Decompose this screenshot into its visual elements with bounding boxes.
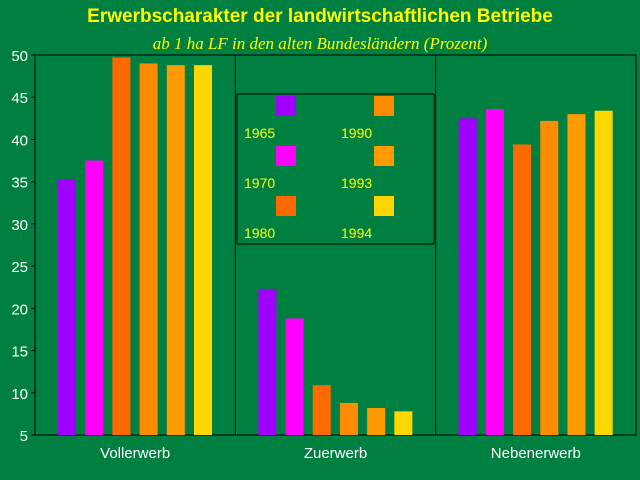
y-tick-label: 10	[11, 386, 28, 403]
y-tick-label: 40	[11, 132, 28, 149]
chart-title: Erwerbscharakter der landwirtschaftliche…	[87, 6, 553, 27]
bar-1993-zuerwerb	[367, 407, 386, 435]
legend-label-1965: 1965	[244, 125, 275, 141]
y-tick-label: 25	[11, 259, 28, 276]
legend-label-1994: 1994	[341, 225, 372, 241]
legend: 1965 1970 1980 1990 1993 1994	[236, 93, 435, 245]
bar-1993-vollerwerb	[166, 65, 185, 435]
x-axis: Vollerwerb Zuerwerb Nebenerwerb	[100, 445, 581, 462]
legend-label-1970: 1970	[244, 175, 275, 191]
y-tick-label: 50	[11, 48, 28, 65]
bar-1994-nebenerwerb	[594, 110, 613, 435]
y-tick-label: 30	[11, 217, 28, 234]
bar-1965-vollerwerb	[58, 179, 76, 435]
bar-1970-vollerwerb	[85, 160, 104, 436]
bar-1965-zuerwerb	[258, 288, 277, 435]
legend-swatch-1970	[276, 146, 296, 166]
y-tick-label: 45	[11, 90, 28, 107]
bar-1965-nebenerwerb	[458, 118, 477, 435]
bar-1980-zuerwerb	[312, 385, 331, 435]
legend-label-1990: 1990	[341, 125, 372, 141]
bar-1993-nebenerwerb	[567, 114, 586, 435]
legend-swatch-1965	[276, 96, 296, 116]
bar-1970-nebenerwerb	[485, 109, 504, 436]
bar-1994-vollerwerb	[194, 65, 212, 435]
bar-1980-nebenerwerb	[513, 144, 532, 435]
legend-swatch-1993	[374, 146, 394, 166]
bar-1990-zuerwerb	[339, 402, 358, 435]
bars	[58, 57, 613, 436]
bar-1980-vollerwerb	[112, 57, 131, 436]
category-label: Zuerwerb	[304, 445, 367, 462]
bar-1994-zuerwerb	[394, 411, 413, 435]
legend-swatch-1980	[276, 196, 296, 216]
category-label: Nebenerwerb	[491, 445, 581, 462]
bar-1970-zuerwerb	[285, 318, 304, 435]
legend-label-1993: 1993	[341, 175, 372, 191]
y-tick-label: 35	[11, 175, 28, 192]
y-tick-label: 15	[11, 344, 28, 361]
bar-1990-nebenerwerb	[540, 120, 559, 435]
legend-swatch-1990	[374, 96, 394, 116]
legend-box	[236, 93, 435, 245]
plot-frame	[34, 54, 637, 436]
chart-subtitle: ab 1 ha LF in den alten Bundesländern (P…	[152, 34, 488, 53]
bar-1990-vollerwerb	[139, 63, 158, 435]
category-label: Vollerwerb	[100, 445, 170, 462]
y-tick-label: 5	[20, 428, 28, 445]
legend-label-1980: 1980	[244, 225, 275, 241]
y-tick-label: 20	[11, 301, 28, 318]
legend-swatch-1994	[374, 196, 394, 216]
plot-border	[34, 54, 637, 436]
y-axis: 5 10 15 20 25 30 35 40 45 50	[11, 48, 35, 445]
